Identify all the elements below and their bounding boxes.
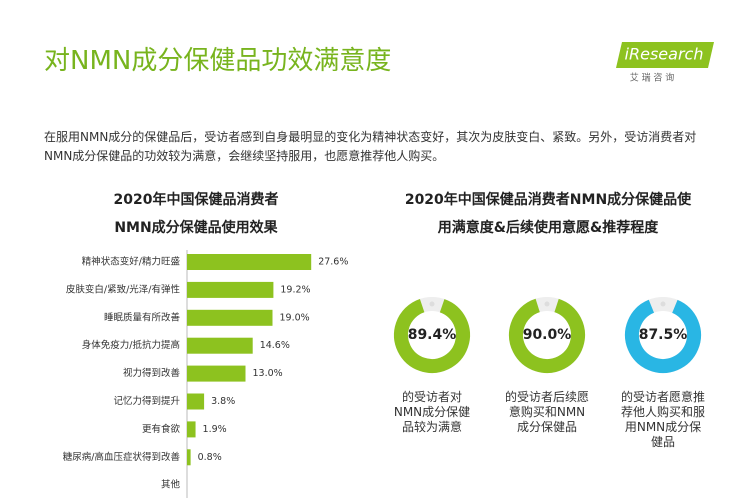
value-label: 14.6% [260, 340, 290, 351]
value-label: 0.8% [198, 452, 222, 463]
chart-title: 用满意度&后续使用意愿&推荐程度 [438, 219, 659, 236]
value-label: 27.6% [318, 257, 348, 268]
category-label: 糖尿病/高血压症状得到改善 [63, 451, 181, 463]
category-label: 其他 [161, 479, 181, 491]
donut-dot [544, 301, 550, 307]
donut-value: 89.4% [408, 327, 457, 343]
chart-title: 2020年中国保健品消费者NMN成分保健品使 [405, 191, 692, 208]
category-label: 皮肤变白/紧致/光泽/有弹性 [66, 283, 181, 295]
logo-badge [616, 42, 714, 68]
category-label: 更有食欲 [142, 423, 181, 435]
donut-value: 87.5% [639, 327, 688, 343]
donut-label: 的受访者对NMN成分保健品较为满意 [393, 390, 471, 434]
category-label: 精神状态变好/精力旺盛 [82, 256, 181, 268]
value-label: 13.0% [253, 368, 283, 379]
value-label: 3.8% [211, 396, 235, 407]
logo: iResearch [625, 45, 704, 64]
bar [187, 254, 312, 270]
category-label: 睡眠质量有所改善 [104, 311, 181, 323]
description: 在服用NMN成分的保健品后，受访者感到自身最明显的变化为精神状态变好，其次为皮肤… [44, 130, 697, 163]
donut-dot [429, 301, 435, 307]
value-label: 19.0% [280, 312, 310, 323]
category-label: 身体免疫力/抵抗力提高 [82, 339, 180, 351]
donut-label: 的受访者后续愿意购买和NMN成分保健品 [504, 390, 589, 434]
bar [187, 393, 205, 410]
bar [187, 337, 253, 354]
value-label: 1.9% [203, 424, 227, 435]
bar [187, 365, 246, 382]
bar [187, 309, 273, 326]
category-label: 视力得到改善 [123, 367, 181, 379]
donut-label: 的受访者愿意推荐他人购买和服用NMN成分保健品 [620, 390, 705, 449]
bar [187, 281, 274, 298]
page-title: 对NMN成分保健品功效满意度 [44, 46, 392, 76]
donut-arc [509, 297, 585, 373]
value-label: 19.2% [280, 284, 310, 295]
chart-title: 2020年中国保健品消费者 [114, 191, 279, 208]
donut-arc [394, 297, 470, 373]
bar [187, 421, 196, 438]
category-label: 记忆力得到提升 [113, 395, 180, 407]
chart-title: NMN成分保健品使用效果 [114, 219, 278, 236]
logo-sub: 艾 瑞 咨 询 [630, 72, 675, 84]
donut-dot [660, 301, 666, 307]
bar [187, 449, 191, 466]
donut-value: 90.0% [523, 327, 572, 343]
